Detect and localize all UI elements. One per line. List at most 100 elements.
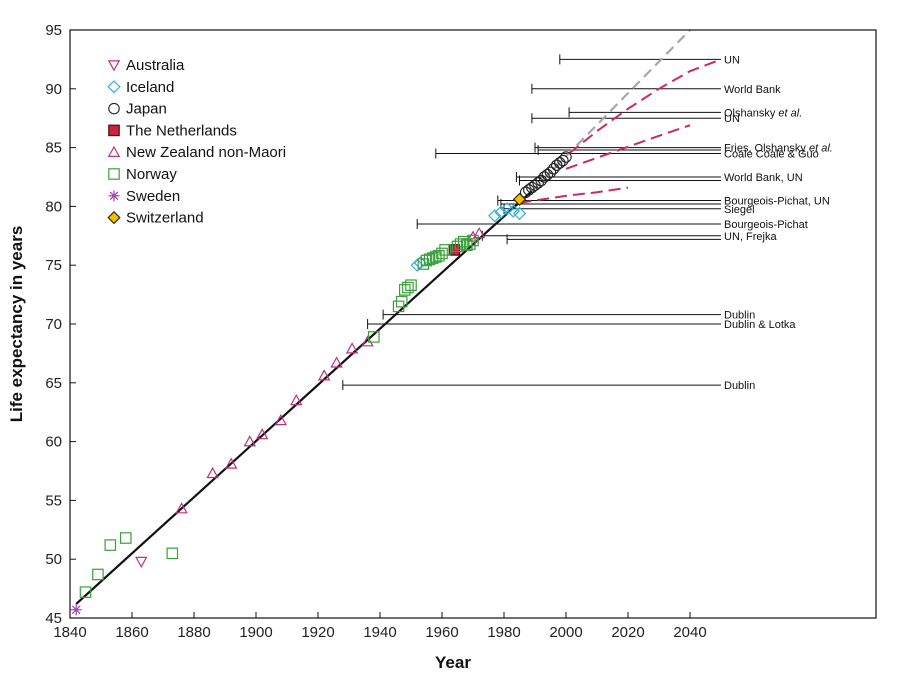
- ceiling-unlabeled: [537, 144, 721, 155]
- ceiling-label: Coale Coale & Guo: [724, 148, 819, 160]
- axes: 1840 1860 1880 1900 1920 1940 1960 1980 2000 2020…: [7, 22, 877, 672]
- ceiling-un-frejka: UN, Frejka: [481, 230, 777, 243]
- ceiling-bourgeois-pichat-un: Bourgeois-Pichat, UN: [497, 195, 830, 208]
- point-norway: [436, 247, 448, 260]
- legend-label: Switzerland: [126, 210, 204, 227]
- point-japan: [535, 174, 547, 187]
- ceiling-siegel: Siegel: [503, 203, 755, 216]
- point-iceland: [494, 205, 508, 219]
- x-tick-label: 1880: [177, 624, 210, 641]
- point-new-zealand-non-maori: [317, 369, 331, 381]
- legend-item-iceland: Iceland: [107, 79, 174, 96]
- trend-lines: [75, 29, 691, 605]
- point-norway: [423, 253, 436, 266]
- trend-line: [75, 190, 533, 605]
- legend-item-sweden: Sweden: [108, 188, 180, 205]
- ceiling-label: UN, Frejka: [724, 231, 777, 243]
- x-tick-label: 2040: [673, 624, 706, 641]
- legend-item-australia: Australia: [107, 57, 185, 74]
- ceiling-label: Bourgeois-Pichat: [724, 219, 808, 231]
- y-tick-label: 80: [45, 198, 62, 215]
- legend-marker: [108, 102, 120, 115]
- ceiling-unlabeled: [506, 234, 721, 245]
- ceiling-unlabeled: [519, 175, 721, 186]
- y-tick-label: 55: [45, 492, 62, 509]
- point-new-zealand-non-maori: [466, 230, 480, 242]
- forecast-curve-3: [519, 186, 629, 204]
- point-sweden: [70, 604, 82, 616]
- ceiling-coale-coale-guo: Coale Coale & Guo: [435, 148, 819, 160]
- point-new-zealand-non-maori: [472, 227, 486, 239]
- point-norway: [104, 539, 117, 551]
- legend-label: New Zealand non-Maori: [126, 144, 286, 161]
- ceiling-dublin-lotka: Dublin & Lotka: [367, 319, 796, 331]
- x-tick-label: 2000: [549, 624, 582, 641]
- ceiling-world-bank: World Bank: [531, 83, 781, 96]
- point-new-zealand-non-maori: [224, 457, 238, 469]
- ceiling-label: Bourgeois-Pichat, UN: [724, 196, 830, 208]
- ceiling-label: World Bank: [724, 84, 781, 96]
- ceiling-un: UN: [531, 113, 740, 125]
- y-tick-label: 50: [45, 551, 62, 568]
- legend-marker: [108, 168, 120, 180]
- ceiling-olshansky-et-al: Olshansky et al.: [568, 107, 802, 119]
- legend: Australia Iceland Japan The Netherlands New …: [107, 57, 286, 227]
- legend-marker: [107, 145, 121, 157]
- legend-item-new-zealand-non-maori: New Zealand non-Maori: [107, 144, 286, 161]
- point-norway: [430, 251, 442, 263]
- series-switzerland: [512, 192, 527, 206]
- point-norway: [402, 281, 414, 294]
- y-tick-label: 65: [45, 375, 62, 392]
- legend-item-the-netherlands: The Netherlands: [108, 122, 237, 139]
- ceiling-bourgeois-pichat: Bourgeois-Pichat: [416, 219, 808, 231]
- point-japan: [544, 166, 557, 179]
- point-norway: [166, 547, 179, 560]
- ceiling-unlabeled: [500, 199, 721, 210]
- x-tick-label: 1840: [53, 624, 86, 641]
- point-norway: [405, 279, 417, 291]
- point-japan: [532, 177, 544, 189]
- y-tick-label: 70: [45, 316, 62, 333]
- legend-label: Japan: [126, 101, 167, 118]
- point-norway: [439, 244, 451, 256]
- point-new-zealand-non-maori: [290, 394, 303, 406]
- point-iceland: [512, 206, 527, 221]
- x-tick-label: 2020: [611, 624, 644, 641]
- series-new-zealand-non-maori: [175, 227, 486, 514]
- point-japan: [547, 163, 560, 175]
- point-norway: [467, 234, 479, 247]
- y-axis-title: Life expectancy in years: [7, 226, 26, 423]
- point-new-zealand-non-maori: [175, 502, 188, 514]
- x-tick-label: 1980: [487, 624, 520, 641]
- point-norway: [368, 331, 380, 343]
- ceiling-label: UN: [724, 54, 740, 66]
- point-norway: [79, 586, 92, 598]
- forecast-curve-2: [565, 124, 691, 170]
- point-new-zealand-non-maori: [361, 335, 374, 347]
- series-the-netherlands: [448, 244, 461, 256]
- ceiling-label: Dublin: [724, 380, 755, 392]
- point-the-netherlands: [448, 244, 461, 256]
- point-new-zealand-non-maori: [330, 356, 343, 368]
- series-sweden: [70, 604, 82, 616]
- ceiling-label: World Bank, UN: [724, 172, 803, 184]
- point-iceland: [488, 209, 502, 223]
- y-tick-label: 90: [45, 81, 62, 98]
- ceiling-world-bank-un: World Bank, UN: [515, 172, 803, 184]
- x-tick-label: 1940: [363, 624, 396, 641]
- series-iceland: [410, 202, 527, 272]
- point-japan: [541, 168, 554, 181]
- x-tick-label: 1900: [239, 624, 272, 641]
- point-norway: [119, 532, 132, 544]
- point-new-zealand-non-maori: [255, 428, 269, 440]
- legend-item-switzerland: Switzerland: [107, 210, 204, 227]
- point-norway: [420, 254, 433, 267]
- series-australia: [135, 556, 148, 568]
- y-tick-label: 60: [45, 434, 62, 451]
- legend-marker: [108, 124, 120, 137]
- point-norway: [464, 238, 476, 250]
- x-tick-label: 1860: [115, 624, 148, 641]
